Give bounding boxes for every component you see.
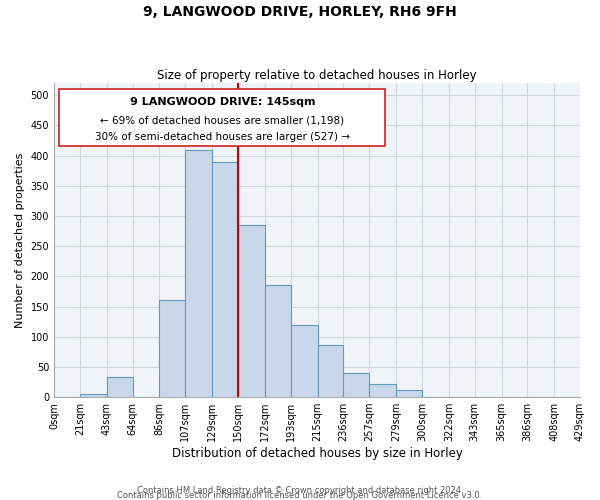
Bar: [160, 300, 185, 397]
X-axis label: Distribution of detached houses by size in Horley: Distribution of detached houses by size …: [172, 447, 463, 460]
Bar: [343, 373, 369, 397]
Text: Contains HM Land Registry data © Crown copyright and database right 2024.: Contains HM Land Registry data © Crown c…: [137, 486, 463, 495]
FancyBboxPatch shape: [59, 90, 385, 146]
Title: Size of property relative to detached houses in Horley: Size of property relative to detached ho…: [157, 69, 477, 82]
Bar: [107, 377, 133, 397]
Bar: [290, 324, 317, 397]
Text: 9, LANGWOOD DRIVE, HORLEY, RH6 9FH: 9, LANGWOOD DRIVE, HORLEY, RH6 9FH: [143, 5, 457, 19]
Text: Contains public sector information licensed under the Open Government Licence v3: Contains public sector information licen…: [118, 490, 482, 500]
Bar: [212, 162, 238, 397]
Bar: [369, 384, 396, 397]
Bar: [265, 286, 290, 397]
Bar: [185, 150, 212, 397]
Text: ← 69% of detached houses are smaller (1,198): ← 69% of detached houses are smaller (1,…: [100, 115, 344, 125]
Text: 30% of semi-detached houses are larger (527) →: 30% of semi-detached houses are larger (…: [95, 132, 350, 142]
Text: 9 LANGWOOD DRIVE: 145sqm: 9 LANGWOOD DRIVE: 145sqm: [130, 98, 315, 108]
Bar: [396, 390, 422, 397]
Y-axis label: Number of detached properties: Number of detached properties: [15, 152, 25, 328]
Bar: [317, 344, 343, 397]
Bar: [238, 225, 265, 397]
Bar: [80, 394, 107, 397]
